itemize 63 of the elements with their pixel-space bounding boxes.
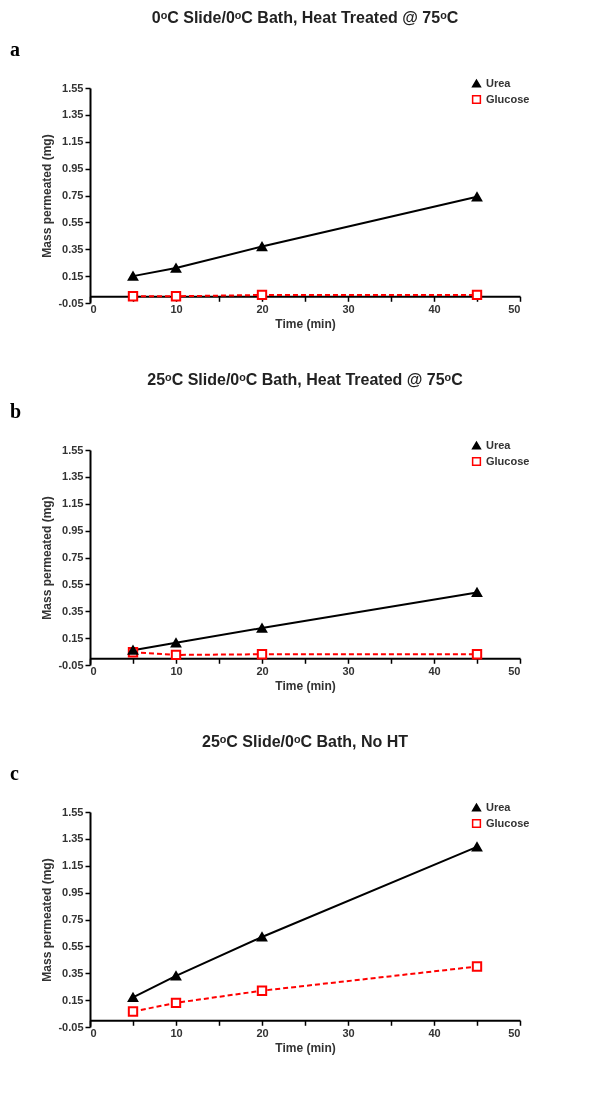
y-tick-label: 1.55 — [62, 805, 84, 818]
x-tick-label: 10 — [170, 302, 183, 315]
legend-label: Urea — [486, 800, 512, 813]
x-axis-title: Time (min) — [275, 316, 336, 331]
chart-title: 25ᵒC Slide/0ᵒC Bath, Heat Treated @ 75ᵒC — [147, 371, 464, 388]
y-tick-label: -0.05 — [58, 1020, 84, 1033]
y-tick-label: 0.95 — [62, 162, 84, 175]
y-tick-label: 0.35 — [62, 242, 84, 255]
y-tick-label: 1.15 — [62, 497, 84, 510]
x-tick-label: 40 — [428, 302, 441, 315]
y-tick-label: 1.55 — [62, 81, 84, 94]
y-tick-label: 0.15 — [62, 631, 84, 644]
x-tick-label: 20 — [256, 302, 269, 315]
y-tick-label: 0.75 — [62, 189, 84, 201]
y-tick-label: 1.35 — [62, 108, 84, 121]
y-tick-label: 0.95 — [62, 524, 84, 537]
y-tick-label: 1.15 — [62, 135, 84, 148]
x-tick-label: 0 — [90, 664, 97, 677]
x-tick-label: 40 — [428, 1026, 441, 1039]
x-tick-label: 10 — [170, 664, 183, 677]
chart-title: 0ᵒC Slide/0ᵒC Bath, Heat Treated @ 75ᵒC — [151, 9, 459, 26]
y-tick-label: 0.15 — [62, 993, 84, 1006]
x-tick-label: 50 — [508, 302, 521, 315]
x-tick-label: 30 — [342, 302, 355, 315]
y-tick-label: 1.35 — [62, 470, 84, 483]
legend-label: Glucose — [486, 454, 530, 467]
y-tick-label: 1.15 — [62, 859, 84, 872]
y-tick-label: 0.55 — [62, 577, 84, 590]
text: b — [10, 400, 22, 422]
y-tick-label: 0.35 — [62, 966, 84, 979]
y-tick-label: 0.95 — [62, 886, 84, 899]
x-tick-label: 0 — [90, 1026, 97, 1039]
x-tick-label: 30 — [342, 1026, 355, 1039]
legend-label: Glucose — [486, 92, 530, 105]
y-tick-label: 1.35 — [62, 832, 84, 845]
y-tick-label: -0.05 — [58, 296, 84, 309]
x-tick-label: 40 — [428, 664, 441, 677]
y-axis-title: Mass permeated (mg) — [40, 858, 55, 982]
y-tick-label: -0.05 — [58, 658, 84, 671]
x-tick-label: 10 — [170, 1026, 183, 1039]
x-tick-label: 20 — [256, 1026, 269, 1039]
text: a — [10, 38, 20, 60]
x-tick-label: 50 — [508, 1026, 521, 1039]
y-axis-title: Mass permeated (mg) — [40, 496, 55, 620]
x-axis-title: Time (min) — [275, 678, 336, 693]
y-tick-label: 0.55 — [62, 215, 84, 228]
x-tick-label: 50 — [508, 664, 521, 677]
y-tick-label: 0.55 — [62, 939, 84, 952]
y-tick-label: 0.75 — [62, 913, 84, 925]
x-tick-label: 30 — [342, 664, 355, 677]
y-tick-label: 0.75 — [62, 551, 84, 563]
y-tick-label: 0.15 — [62, 269, 84, 282]
y-axis-title: Mass permeated (mg) — [40, 134, 55, 258]
x-tick-label: 20 — [256, 664, 269, 677]
y-tick-label: 0.35 — [62, 604, 84, 617]
y-tick-label: 1.55 — [62, 443, 84, 456]
legend-label: Urea — [486, 76, 512, 89]
x-tick-label: 0 — [90, 302, 97, 315]
legend-label: Glucose — [486, 816, 530, 829]
text: c — [10, 762, 19, 784]
x-axis-title: Time (min) — [275, 1040, 336, 1055]
legend-label: Urea — [486, 438, 512, 451]
chart-title: 25ᵒC Slide/0ᵒC Bath, No HT — [201, 733, 409, 750]
